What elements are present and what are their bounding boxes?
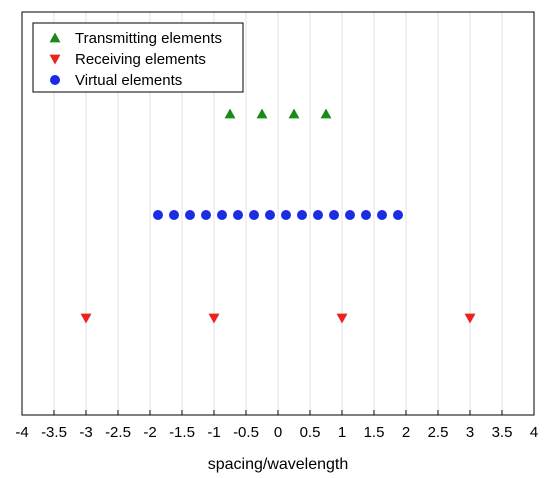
data-point [320,108,332,119]
x-ticks: -4 -3.5 -3 -2.5 -2 -1.5 -1 -0.5 0 0.5 1 1.5 2 2.5 3 3.5… [15,410,538,441]
legend-label: Transmitting elements [75,30,222,47]
data-point [169,210,179,220]
data-point [185,210,195,220]
data-point [153,210,163,220]
x-tick-label: 0.5 [300,424,321,441]
x-tick-label: 3 [466,424,474,441]
x-axis-label: spacing/wavelength [208,456,349,473]
data-point [233,210,243,220]
x-tick-label: 4 [530,424,538,441]
legend-marker [49,32,61,43]
data-point [288,108,300,119]
data-point [336,313,348,324]
x-tick-label: 1.5 [364,424,385,441]
legend-marker [49,54,61,65]
data-point [377,210,387,220]
data-point [249,210,259,220]
data-point [256,108,268,119]
data-point [201,210,211,220]
legend-marker [50,75,60,85]
x-tick-label: -2.5 [105,424,131,441]
data-point [361,210,371,220]
x-tick-label: 1 [338,424,346,441]
x-tick-label: 3.5 [492,424,513,441]
x-tick-label: -0.5 [233,424,259,441]
data-point [281,210,291,220]
data-point [224,108,236,119]
data-point [80,313,92,324]
x-tick-label: -3 [79,424,92,441]
legend-box [32,22,244,93]
x-tick-label: 2 [402,424,410,441]
x-tick-label: -2 [143,424,156,441]
data-point [217,210,227,220]
x-tick-label: -3.5 [41,424,67,441]
data-point [345,210,355,220]
legend-label: Receiving elements [75,51,206,68]
data-point [208,313,220,324]
data-point [313,210,323,220]
x-tick-label: -4 [15,424,28,441]
data-point [297,210,307,220]
data-point [329,210,339,220]
series-circle [153,210,403,220]
x-tick-label: 0 [274,424,282,441]
legend-label: Virtual elements [75,72,182,89]
x-tick-label: -1 [207,424,220,441]
data-point [265,210,275,220]
x-tick-label: -1.5 [169,424,195,441]
x-tick-label: 2.5 [428,424,449,441]
series-triangle-up [224,108,332,119]
data-point [464,313,476,324]
data-marks [80,108,476,324]
data-point [393,210,403,220]
legend: Transmitting elements Receiving elements V… [32,22,244,93]
series-triangle-down [80,313,476,324]
